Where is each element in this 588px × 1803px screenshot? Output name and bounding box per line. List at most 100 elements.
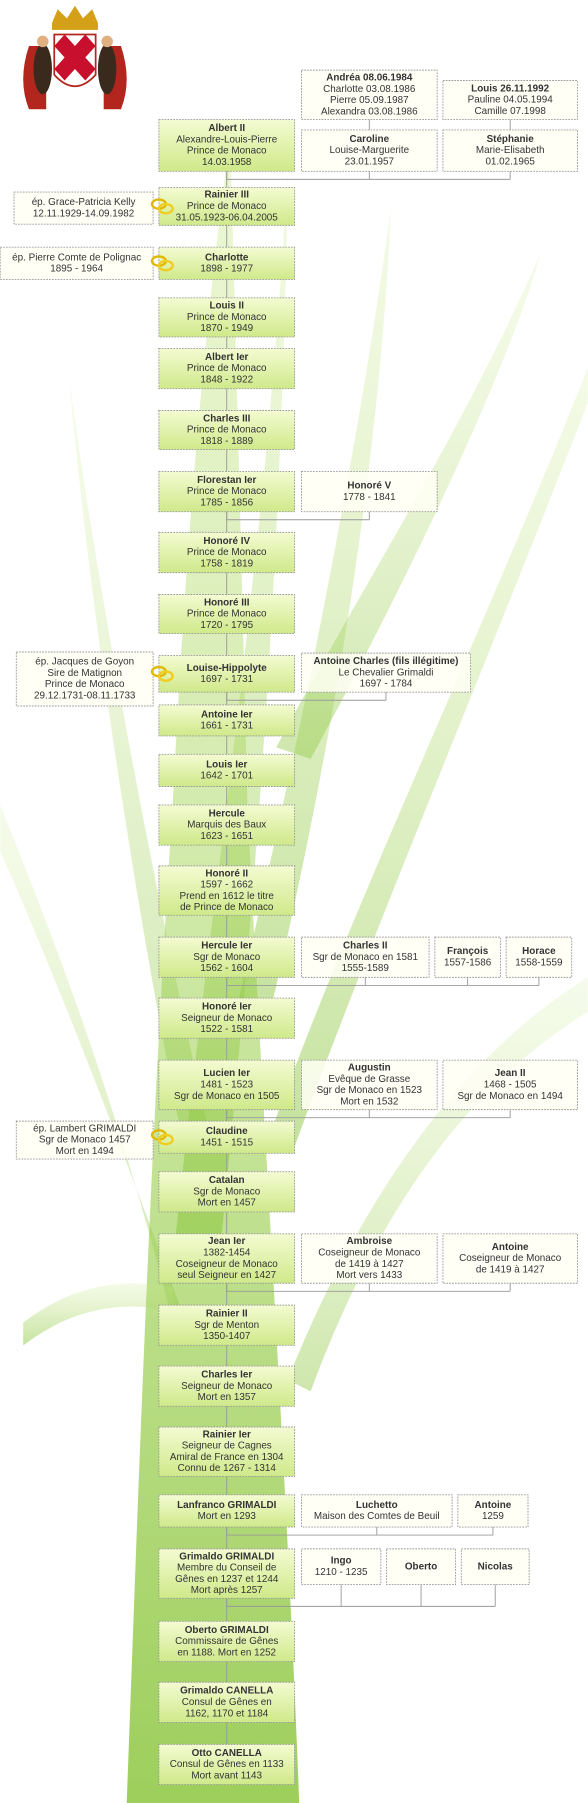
spouse-frame	[15, 651, 154, 707]
person-detail: 1642 - 1701	[200, 771, 253, 782]
person-name: Caroline	[350, 134, 390, 145]
relative-frame	[301, 1059, 438, 1111]
person-detail: 1778 - 1841	[343, 492, 396, 503]
person-name: Horace	[522, 946, 556, 957]
lineage-frame	[158, 1365, 296, 1407]
person-detail: Gênes en 1237 et 1244	[175, 1574, 279, 1585]
marriage-ring	[157, 202, 174, 215]
person-detail: Sgr de Monaco	[193, 952, 260, 963]
person-detail: seul Seigneur en 1427	[177, 1270, 276, 1281]
person-detail: 1259	[482, 1511, 504, 1522]
person-name: Rainier II	[206, 1309, 248, 1320]
person-name: Andréa 08.06.1984	[326, 73, 413, 84]
person-name: ép. Jacques de Goyon	[35, 657, 134, 668]
lineage-frame	[158, 1620, 296, 1663]
person-name: Ambroise	[347, 1236, 393, 1247]
relative-frame	[301, 470, 438, 513]
spouse-frame	[15, 1120, 154, 1160]
relative-frame	[434, 936, 501, 978]
relative-box: Nicolas	[460, 1548, 530, 1585]
person-name: Florestan Ier	[197, 475, 256, 486]
person-name: Louis II	[209, 301, 244, 312]
lineage-frame	[158, 704, 296, 737]
lineage-frame	[158, 186, 296, 226]
person-detail: Prince de Monaco	[187, 146, 267, 157]
person-detail: Sgr de Monaco en 1505	[174, 1091, 280, 1102]
person-name: Honoré III	[204, 597, 250, 608]
person-detail: 1382-1454	[203, 1248, 251, 1259]
person-detail: Amiral de France en 1304	[170, 1452, 284, 1463]
person-detail: Sgr de Menton	[194, 1320, 259, 1331]
person-detail: Marquis des Baux	[187, 820, 266, 831]
person-detail: Alexandra 03.08.1986	[321, 106, 418, 117]
person-detail: 1162, 1170 et 1184	[185, 1708, 268, 1719]
person-detail: 1210 - 1235	[315, 1567, 368, 1578]
person-detail: Mort en 1357	[198, 1392, 256, 1403]
person-name: Antoine	[475, 1500, 512, 1511]
person-name: Antoine Ier	[201, 709, 253, 720]
person-detail: 1597 - 1662	[200, 880, 253, 891]
person-name: Jean Ier	[208, 1236, 245, 1247]
person-detail: 1555-1589	[342, 963, 390, 974]
person-detail: Sgr de Monaco 1457	[39, 1135, 131, 1146]
person-detail: 1898 - 1977	[200, 264, 253, 275]
person-detail: Prince de Monaco	[45, 679, 125, 690]
person-detail: 1870 - 1949	[200, 323, 253, 334]
person-detail: Coseigneur de Monaco	[318, 1248, 421, 1259]
person-detail: Coseigneur de Monaco	[176, 1259, 279, 1270]
person-detail: 1557-1586	[444, 958, 492, 969]
person-detail: Mort en 1293	[198, 1511, 257, 1522]
person-detail: 1895 - 1964	[50, 264, 103, 275]
person-detail: Mort en 1494	[56, 1146, 115, 1157]
lineage-frame	[158, 1681, 296, 1723]
person-detail: Mort après 1257	[191, 1585, 263, 1596]
person-name: Lanfranco GRIMALDI	[177, 1500, 277, 1511]
sibling-connector	[226, 1598, 496, 1607]
relative-frame	[301, 936, 430, 978]
person-name: Oberto GRIMALDI	[185, 1625, 269, 1636]
person-detail: 1758 - 1819	[200, 558, 253, 569]
lineage-frame	[158, 753, 296, 787]
person-detail: Coseigneur de Monaco	[459, 1253, 562, 1264]
person-detail: Pierre 05.09.1987	[330, 95, 409, 106]
person-name: Honoré IV	[203, 536, 250, 547]
lineage-frame	[158, 297, 296, 338]
person-name: Charles Ier	[201, 1370, 252, 1381]
person-detail: Sgr de Monaco en 1523	[317, 1085, 423, 1096]
person-detail: 1350-1407	[203, 1331, 250, 1342]
person-detail: 1558-1559	[515, 958, 563, 969]
person-name: Honoré V	[347, 481, 391, 492]
relative-frame	[442, 1233, 578, 1284]
person-name: Otto CANELLA	[192, 1748, 262, 1759]
person-detail: 1451 - 1515	[200, 1137, 253, 1148]
person-detail: Seigneur de Cagnes	[182, 1441, 272, 1452]
person-name: Antoine	[492, 1242, 529, 1253]
person-detail: 1785 - 1856	[200, 497, 253, 508]
person-name: Ingo	[331, 1556, 352, 1567]
marriage-ring	[157, 259, 174, 272]
person-detail: Mort vers 1433	[336, 1270, 402, 1281]
relative-frame	[457, 1494, 529, 1528]
person-name: Charles III	[203, 413, 250, 424]
